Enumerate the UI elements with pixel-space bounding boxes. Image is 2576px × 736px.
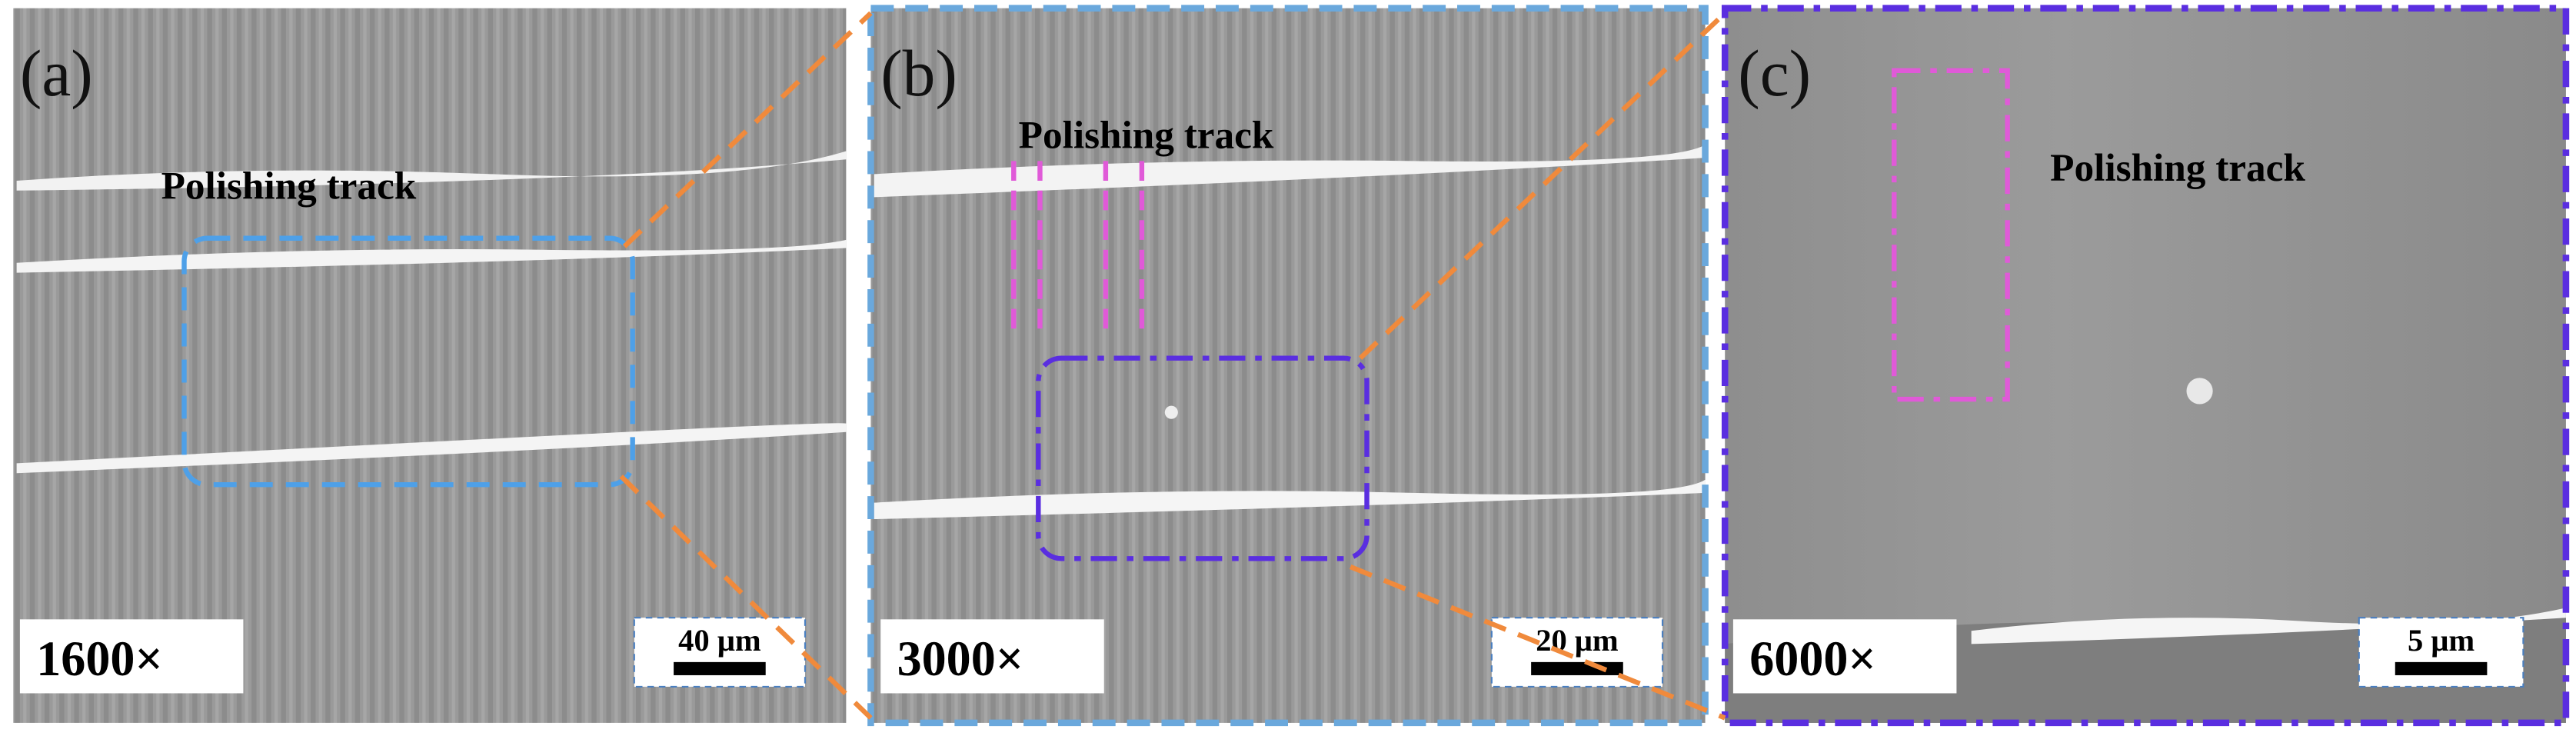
scale-bar <box>674 661 766 675</box>
particle <box>2186 378 2213 405</box>
track-edge <box>16 423 847 474</box>
track-edge <box>16 239 847 273</box>
scale-bar-label: 20 μm <box>1536 623 1619 658</box>
magnification-box <box>1732 619 1957 694</box>
panel-border <box>867 5 1709 727</box>
panel-b: (b) Polishing track 3000× 20 μm <box>867 5 1709 727</box>
magnification: 3000× <box>897 631 1024 686</box>
magnification-box <box>19 619 244 694</box>
particle <box>1164 405 1178 419</box>
panel-label: (b) <box>880 38 957 110</box>
magnification: 1600× <box>36 631 163 686</box>
annotation: Polishing track <box>161 164 417 208</box>
zoom-box <box>1036 355 1370 561</box>
scale-bar-label: 5 μm <box>2408 623 2474 658</box>
zoom-box <box>181 235 635 488</box>
scale-bar-label: 40 μm <box>678 623 761 658</box>
scale-bar <box>2395 661 2488 675</box>
annotation: Polishing track <box>1019 113 1274 157</box>
track-edge <box>874 479 1706 520</box>
magnification-box <box>880 619 1104 694</box>
panel-label: (a) <box>20 38 93 110</box>
micrograph <box>1725 8 2566 723</box>
panel-border <box>1721 5 2570 727</box>
panel-c: (c) Polishing track 6000× 5 μm <box>1721 5 2570 727</box>
magnification: 6000× <box>1749 631 1876 686</box>
track-edge <box>1971 608 2566 644</box>
scale-bar <box>1531 661 1623 675</box>
micrograph <box>870 8 1706 723</box>
track-edge <box>16 151 847 191</box>
panel-a: (a) Polishing track 1600× 40 μm <box>13 8 847 723</box>
annotation: Polishing track <box>2050 146 2305 190</box>
zoom-connectors <box>619 11 1727 721</box>
panel-label: (c) <box>1738 38 1811 110</box>
track-edge <box>874 144 1706 198</box>
stripe-marker <box>1892 68 2010 402</box>
micrograph <box>13 8 847 723</box>
